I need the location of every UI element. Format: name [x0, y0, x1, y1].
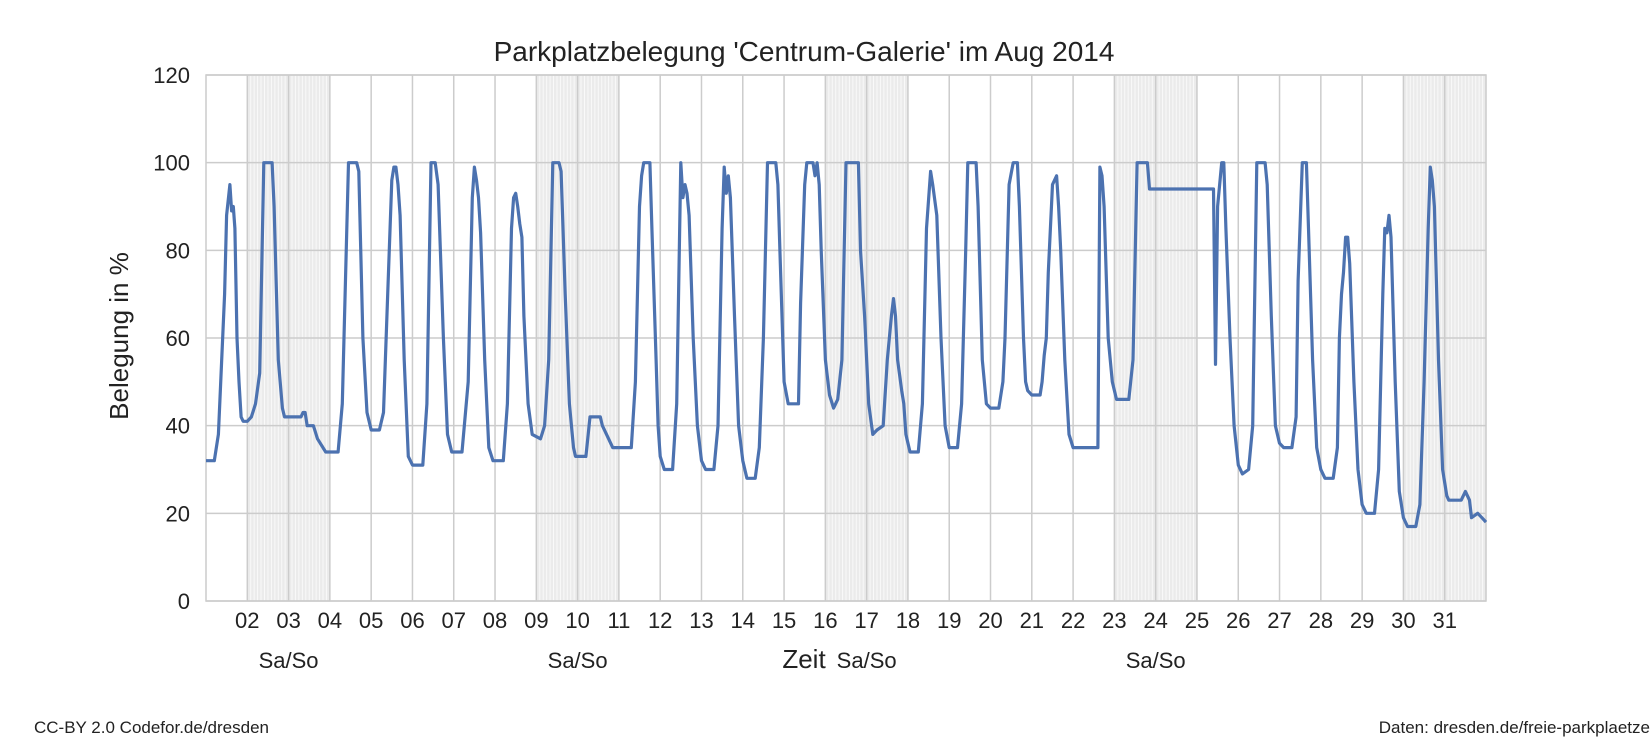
plot-frame	[205, 74, 1487, 602]
x-tick-label: 09	[524, 608, 548, 633]
x-tick-label: 07	[441, 608, 465, 633]
x-tick-label: 08	[483, 608, 507, 633]
weekend-label: Sa/So	[837, 648, 897, 673]
x-axis-label: Zeit	[782, 644, 826, 674]
y-tick-label: 20	[166, 501, 190, 526]
x-tick-label: 30	[1391, 608, 1415, 633]
x-tick-label: 21	[1020, 608, 1044, 633]
x-tick-label: 05	[359, 608, 383, 633]
y-tick-label: 40	[166, 414, 190, 439]
x-tick-label: 28	[1309, 608, 1333, 633]
x-tick-label: 14	[731, 608, 755, 633]
y-tick-label: 80	[166, 238, 190, 263]
x-tick-label: 13	[689, 608, 713, 633]
x-tick-label: 11	[607, 608, 630, 633]
x-tick-label: 10	[565, 608, 589, 633]
weekend-labels: Sa/So Sa/So Sa/So Sa/So	[259, 648, 1186, 673]
y-axis-label: Belegung in %	[104, 252, 134, 420]
footer-license: CC-BY 2.0 Codefor.de/dresden	[34, 718, 269, 737]
x-tick-label: 29	[1350, 608, 1374, 633]
y-tick-label: 100	[153, 151, 190, 176]
x-tick-label: 15	[772, 608, 796, 633]
x-tick-label: 26	[1226, 608, 1250, 633]
x-axis-ticks: 02 03 04 05 06 07 08 09 10 11 12 13 14 15 16 17 18 19 20 21…	[235, 608, 1457, 633]
x-tick-label: 23	[1102, 608, 1126, 633]
weekend-label: Sa/So	[259, 648, 319, 673]
x-tick-label: 25	[1185, 608, 1209, 633]
x-tick-label: 18	[896, 608, 920, 633]
x-tick-label: 02	[235, 608, 259, 633]
x-tick-label: 24	[1143, 608, 1167, 633]
weekend-label: Sa/So	[548, 648, 608, 673]
x-tick-label: 20	[978, 608, 1002, 633]
x-tick-label: 19	[937, 608, 961, 633]
x-tick-label: 31	[1432, 608, 1456, 633]
series-line-occupancy	[206, 161, 1488, 529]
y-tick-label: 120	[153, 63, 190, 88]
chart-title: Parkplatzbelegung 'Centrum-Galerie' im A…	[494, 36, 1115, 67]
x-tick-label: 16	[813, 608, 837, 633]
weekend-label: Sa/So	[1126, 648, 1186, 673]
x-tick-label: 06	[400, 608, 424, 633]
y-tick-label: 60	[166, 326, 190, 351]
x-tick-label: 17	[854, 608, 878, 633]
x-tick-label: 03	[276, 608, 300, 633]
y-axis-ticks: 0 20 40 60 80 100 120	[153, 63, 190, 614]
x-tick-label: 04	[318, 608, 342, 633]
y-tick-label: 0	[178, 589, 190, 614]
x-tick-label: 22	[1061, 608, 1085, 633]
x-tick-label: 27	[1267, 608, 1291, 633]
x-tick-label: 12	[648, 608, 672, 633]
footer-data-source: Daten: dresden.de/freie-parkplaetze	[1378, 718, 1650, 737]
